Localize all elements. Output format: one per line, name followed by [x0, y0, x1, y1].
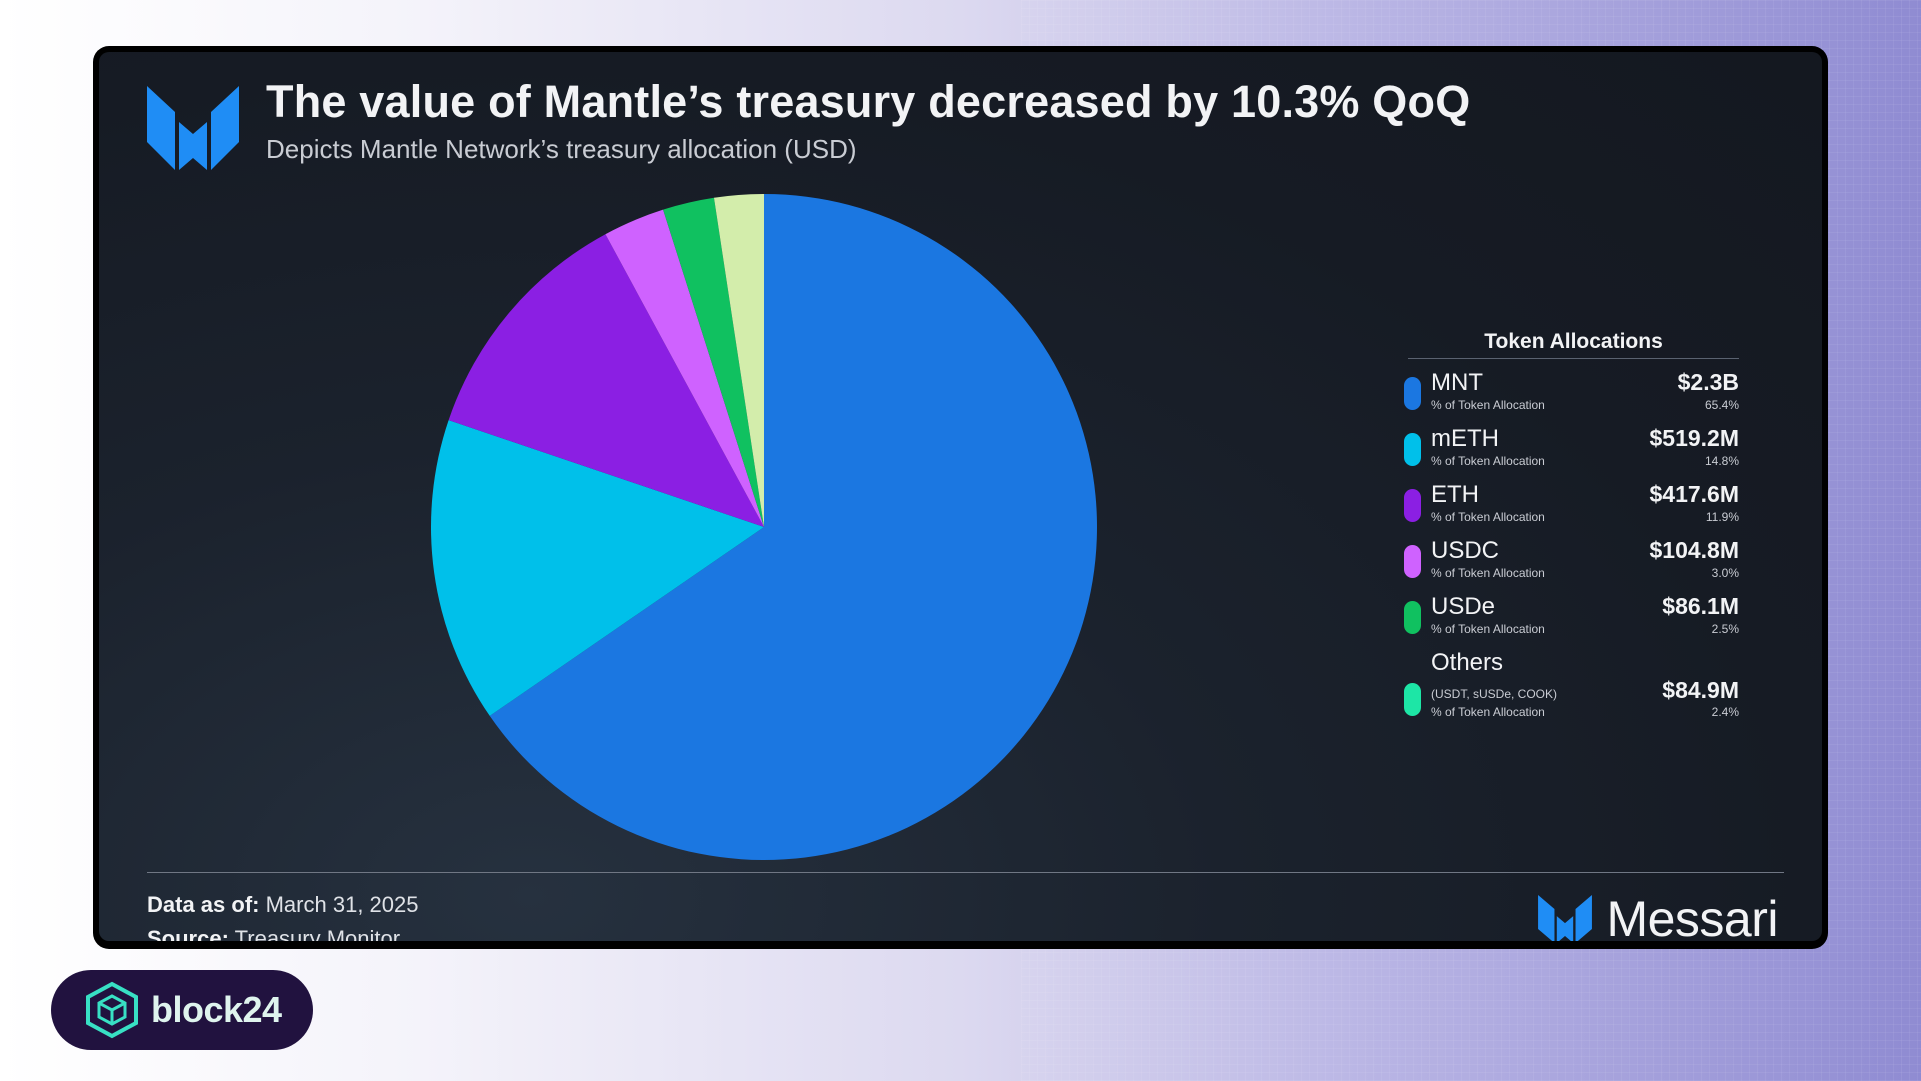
- chart-card-inner: The value of Mantle’s treasury decreased…: [99, 52, 1822, 941]
- data-as-of: Data as of: March 31, 2025: [147, 888, 418, 922]
- legend-item-usdc: USDC % of Token Allocation $104.8M 3.0%: [1404, 531, 1739, 583]
- legend-value: $417.6M: [1649, 481, 1739, 507]
- footer-divider: [147, 872, 1784, 873]
- legend-sub-label: % of Token Allocation: [1431, 566, 1545, 580]
- legend-name: MNT: [1431, 369, 1483, 396]
- pie-slice-eth: [448, 234, 764, 527]
- legend-swatch: [1404, 377, 1421, 410]
- legend-value: $104.8M: [1649, 537, 1739, 563]
- legend-percent: 65.4%: [1704, 398, 1739, 412]
- legend-item-others: Others (USDT, sUSDe, COOK) % of Token Al…: [1404, 643, 1739, 721]
- block24-badge: block24: [51, 970, 313, 1050]
- source-value: Treasury Monitor: [234, 926, 401, 941]
- messari-brand: Messari: [1538, 890, 1778, 941]
- pie-slice-usde: [663, 197, 764, 527]
- legend-percent: 2.5%: [1711, 622, 1739, 636]
- legend-swatch: [1404, 489, 1421, 522]
- legend-swatch: [1404, 601, 1421, 634]
- messari-wordmark: Messari: [1606, 891, 1778, 941]
- legend-item-meth: mETH % of Token Allocation $519.2M 14.8%: [1404, 419, 1739, 471]
- block24-wordmark: block24: [151, 989, 282, 1030]
- pie-slice-mnt: [489, 194, 1097, 861]
- chart-title: The value of Mantle’s treasury decreased…: [266, 76, 1471, 127]
- legend-percent: 3.0%: [1711, 566, 1739, 580]
- legend: Token Allocations MNT % of Token Allocat…: [1404, 330, 1739, 721]
- legend-value: $86.1M: [1662, 593, 1739, 619]
- legend-name: ETH: [1431, 481, 1479, 508]
- source: Source: Treasury Monitor: [147, 922, 418, 941]
- pie-slice-usdc: [605, 209, 764, 527]
- messari-logo-icon: [1538, 895, 1593, 941]
- legend-swatch: [1404, 683, 1421, 716]
- data-as-of-label: Data as of:: [147, 892, 260, 917]
- legend-sub-label: % of Token Allocation: [1431, 622, 1545, 636]
- pie-chart: [431, 194, 1097, 861]
- legend-sub-label: % of Token Allocation: [1431, 705, 1545, 719]
- messari-logo-icon: [147, 86, 239, 170]
- legend-value: $84.9M: [1662, 677, 1739, 703]
- chart-card: The value of Mantle’s treasury decreased…: [93, 46, 1828, 949]
- pie-slice-meth: [431, 420, 764, 716]
- legend-sub-label: % of Token Allocation: [1431, 510, 1545, 524]
- cube-logo-icon: [86, 981, 138, 1039]
- source-label: Source:: [147, 926, 229, 941]
- legend-swatch: [1404, 433, 1421, 466]
- legend-sub-label: % of Token Allocation: [1431, 398, 1545, 412]
- legend-item-eth: ETH % of Token Allocation $417.6M 11.9%: [1404, 475, 1739, 527]
- legend-note: (USDT, sUSDe, COOK): [1431, 687, 1558, 701]
- legend-name: Others: [1431, 649, 1504, 676]
- legend-value: $519.2M: [1649, 425, 1739, 451]
- pie-slice-others: [713, 194, 764, 527]
- legend-item-mnt: MNT % of Token Allocation $2.3B 65.4%: [1404, 363, 1739, 415]
- legend-item-usde: USDe % of Token Allocation $86.1M 2.5%: [1404, 587, 1739, 639]
- legend-percent: 14.8%: [1704, 454, 1739, 468]
- legend-sub-label: % of Token Allocation: [1431, 454, 1545, 468]
- legend-name: mETH: [1431, 425, 1499, 452]
- legend-percent: 2.4%: [1711, 705, 1739, 719]
- legend-value: $2.3B: [1677, 369, 1739, 395]
- legend-percent: 11.9%: [1705, 510, 1739, 524]
- legend-swatch: [1404, 545, 1421, 578]
- chart-subtitle: Depicts Mantle Network’s treasury alloca…: [266, 134, 857, 164]
- legend-title: Token Allocations: [1408, 330, 1739, 359]
- footer-notes: Data as of: March 31, 2025 Source: Treas…: [147, 888, 418, 941]
- data-as-of-value: March 31, 2025: [265, 892, 419, 917]
- legend-name: USDC: [1431, 537, 1500, 564]
- legend-name: USDe: [1431, 593, 1496, 620]
